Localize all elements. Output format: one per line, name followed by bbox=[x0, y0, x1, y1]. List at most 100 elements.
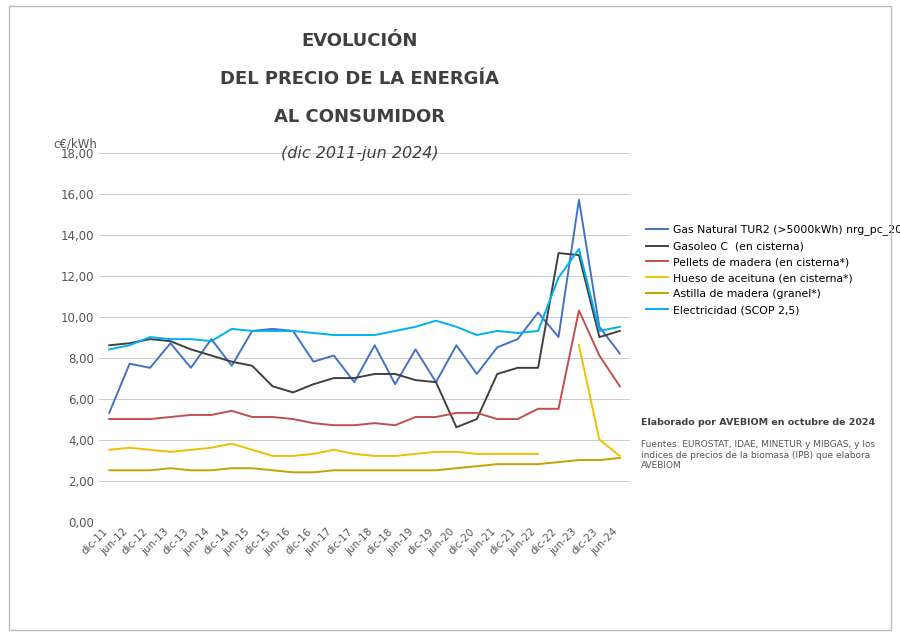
Gasoleo C  (en cisterna) bbox=[615, 327, 626, 335]
Hueso de aceituna (en cisterna*) bbox=[472, 450, 482, 458]
Gasoleo C  (en cisterna) bbox=[124, 340, 135, 347]
Gasoleo C  (en cisterna) bbox=[227, 358, 238, 366]
Gas Natural TUR2 (>5000kWh) nrg_pc_202 bbox=[349, 378, 360, 386]
Gasoleo C  (en cisterna) bbox=[390, 370, 400, 378]
Hueso de aceituna (en cisterna*) bbox=[533, 450, 544, 458]
Hueso de aceituna (en cisterna*) bbox=[369, 452, 380, 460]
Gas Natural TUR2 (>5000kWh) nrg_pc_202 bbox=[554, 333, 564, 341]
Hueso de aceituna (en cisterna*) bbox=[390, 452, 400, 460]
Pellets de madera (en cisterna*) bbox=[227, 407, 238, 415]
Astilla de madera (granel*) bbox=[288, 469, 299, 476]
Hueso de aceituna (en cisterna*) bbox=[451, 448, 462, 455]
Gasoleo C  (en cisterna) bbox=[267, 382, 278, 390]
Gas Natural TUR2 (>5000kWh) nrg_pc_202 bbox=[430, 378, 441, 386]
Line: Pellets de madera (en cisterna*): Pellets de madera (en cisterna*) bbox=[109, 310, 620, 425]
Gasoleo C  (en cisterna) bbox=[308, 380, 319, 388]
Gas Natural TUR2 (>5000kWh) nrg_pc_202 bbox=[165, 340, 176, 347]
Astilla de madera (granel*) bbox=[472, 462, 482, 470]
Astilla de madera (granel*) bbox=[615, 454, 626, 462]
Astilla de madera (granel*) bbox=[410, 466, 421, 474]
Electricidad (SCOP 2,5) bbox=[267, 327, 278, 335]
Hueso de aceituna (en cisterna*) bbox=[308, 450, 319, 458]
Gas Natural TUR2 (>5000kWh) nrg_pc_202 bbox=[573, 196, 584, 204]
Astilla de madera (granel*) bbox=[430, 466, 441, 474]
Astilla de madera (granel*) bbox=[124, 466, 135, 474]
Gas Natural TUR2 (>5000kWh) nrg_pc_202 bbox=[104, 409, 114, 417]
Astilla de madera (granel*) bbox=[349, 466, 360, 474]
Electricidad (SCOP 2,5) bbox=[349, 331, 360, 339]
Hueso de aceituna (en cisterna*) bbox=[349, 450, 360, 458]
Astilla de madera (granel*) bbox=[390, 466, 400, 474]
Text: DEL PRECIO DE LA ENERGÍA: DEL PRECIO DE LA ENERGÍA bbox=[220, 70, 500, 88]
Pellets de madera (en cisterna*) bbox=[288, 415, 299, 423]
Pellets de madera (en cisterna*) bbox=[104, 415, 114, 423]
Gas Natural TUR2 (>5000kWh) nrg_pc_202 bbox=[410, 345, 421, 353]
Hueso de aceituna (en cisterna*) bbox=[247, 446, 257, 453]
Astilla de madera (granel*) bbox=[328, 466, 339, 474]
Gasoleo C  (en cisterna) bbox=[451, 424, 462, 431]
Gas Natural TUR2 (>5000kWh) nrg_pc_202 bbox=[247, 327, 257, 335]
Gasoleo C  (en cisterna) bbox=[206, 352, 217, 359]
Text: (dic 2011-jun 2024): (dic 2011-jun 2024) bbox=[281, 146, 439, 162]
Electricidad (SCOP 2,5) bbox=[165, 335, 176, 343]
Pellets de madera (en cisterna*) bbox=[451, 409, 462, 417]
Gasoleo C  (en cisterna) bbox=[349, 374, 360, 382]
Pellets de madera (en cisterna*) bbox=[165, 413, 176, 421]
Electricidad (SCOP 2,5) bbox=[491, 327, 502, 335]
Electricidad (SCOP 2,5) bbox=[594, 327, 605, 335]
Astilla de madera (granel*) bbox=[491, 460, 502, 468]
Pellets de madera (en cisterna*) bbox=[328, 422, 339, 429]
Gas Natural TUR2 (>5000kWh) nrg_pc_202 bbox=[369, 342, 380, 349]
Electricidad (SCOP 2,5) bbox=[206, 337, 217, 345]
Astilla de madera (granel*) bbox=[594, 456, 605, 464]
Astilla de madera (granel*) bbox=[267, 466, 278, 474]
Pellets de madera (en cisterna*) bbox=[390, 422, 400, 429]
Pellets de madera (en cisterna*) bbox=[512, 415, 523, 423]
Astilla de madera (granel*) bbox=[227, 464, 238, 472]
Gasoleo C  (en cisterna) bbox=[472, 415, 482, 423]
Pellets de madera (en cisterna*) bbox=[206, 411, 217, 418]
Hueso de aceituna (en cisterna*) bbox=[267, 452, 278, 460]
Pellets de madera (en cisterna*) bbox=[410, 413, 421, 421]
Electricidad (SCOP 2,5) bbox=[615, 323, 626, 331]
Hueso de aceituna (en cisterna*) bbox=[410, 450, 421, 458]
Pellets de madera (en cisterna*) bbox=[145, 415, 156, 423]
Gas Natural TUR2 (>5000kWh) nrg_pc_202 bbox=[491, 343, 502, 351]
Text: EVOLUCIÓN: EVOLUCIÓN bbox=[302, 32, 418, 50]
Pellets de madera (en cisterna*) bbox=[533, 405, 544, 413]
Line: Gasoleo C  (en cisterna): Gasoleo C (en cisterna) bbox=[109, 253, 620, 427]
Electricidad (SCOP 2,5) bbox=[247, 327, 257, 335]
Hueso de aceituna (en cisterna*) bbox=[104, 446, 114, 453]
Gas Natural TUR2 (>5000kWh) nrg_pc_202 bbox=[267, 325, 278, 333]
Gasoleo C  (en cisterna) bbox=[594, 333, 605, 341]
Pellets de madera (en cisterna*) bbox=[369, 419, 380, 427]
Gasoleo C  (en cisterna) bbox=[430, 378, 441, 386]
Pellets de madera (en cisterna*) bbox=[267, 413, 278, 421]
Hueso de aceituna (en cisterna*) bbox=[328, 446, 339, 453]
Pellets de madera (en cisterna*) bbox=[247, 413, 257, 421]
Electricidad (SCOP 2,5) bbox=[124, 342, 135, 349]
Astilla de madera (granel*) bbox=[451, 464, 462, 472]
Astilla de madera (granel*) bbox=[369, 466, 380, 474]
Electricidad (SCOP 2,5) bbox=[328, 331, 339, 339]
Astilla de madera (granel*) bbox=[512, 460, 523, 468]
Hueso de aceituna (en cisterna*) bbox=[288, 452, 299, 460]
Astilla de madera (granel*) bbox=[573, 456, 584, 464]
Text: c€/kWh: c€/kWh bbox=[54, 138, 98, 151]
Legend: Gas Natural TUR2 (>5000kWh) nrg_pc_202, Gasoleo C  (en cisterna), Pellets de mad: Gas Natural TUR2 (>5000kWh) nrg_pc_202, … bbox=[646, 225, 900, 315]
Astilla de madera (granel*) bbox=[185, 466, 196, 474]
Electricidad (SCOP 2,5) bbox=[472, 331, 482, 339]
Pellets de madera (en cisterna*) bbox=[594, 352, 605, 359]
Astilla de madera (granel*) bbox=[104, 466, 114, 474]
Gasoleo C  (en cisterna) bbox=[288, 389, 299, 396]
Electricidad (SCOP 2,5) bbox=[533, 327, 544, 335]
Gasoleo C  (en cisterna) bbox=[165, 337, 176, 345]
Hueso de aceituna (en cisterna*) bbox=[512, 450, 523, 458]
Gasoleo C  (en cisterna) bbox=[512, 364, 523, 371]
Gas Natural TUR2 (>5000kWh) nrg_pc_202 bbox=[594, 323, 605, 331]
Electricidad (SCOP 2,5) bbox=[104, 345, 114, 353]
Astilla de madera (granel*) bbox=[554, 459, 564, 466]
Electricidad (SCOP 2,5) bbox=[554, 274, 564, 282]
Electricidad (SCOP 2,5) bbox=[145, 333, 156, 341]
Gas Natural TUR2 (>5000kWh) nrg_pc_202 bbox=[185, 364, 196, 371]
